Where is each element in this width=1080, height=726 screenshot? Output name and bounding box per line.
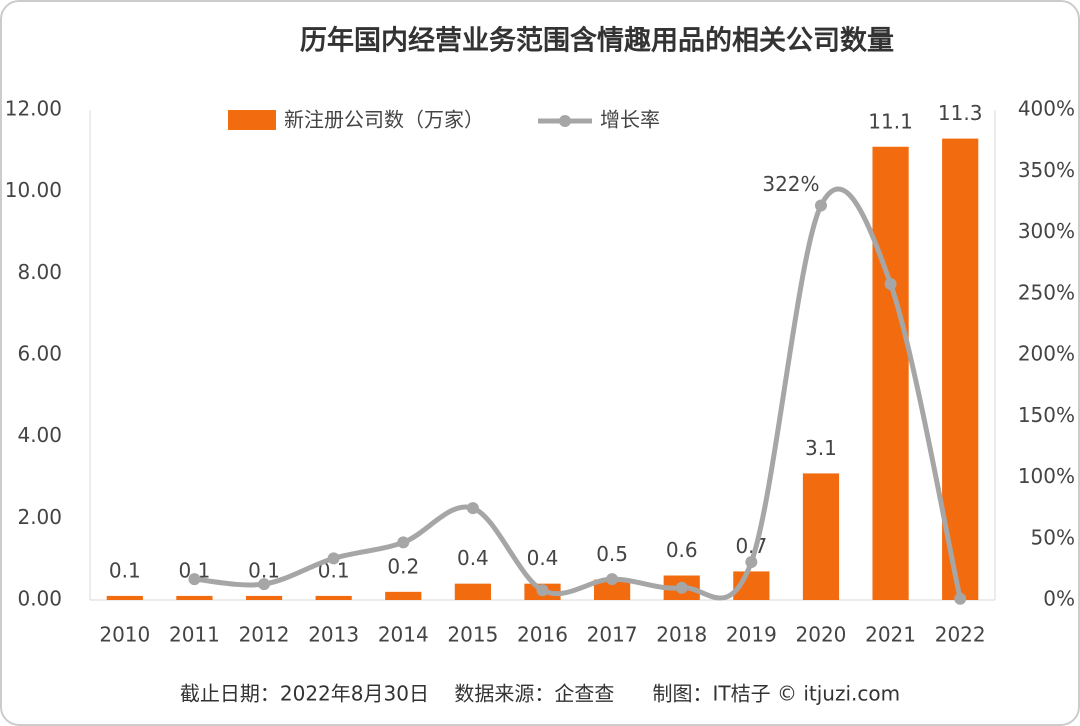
x-tick-label: 2013 <box>308 623 359 647</box>
data-label: 11.1 <box>868 109 913 133</box>
y-tick-label: 12.00 <box>5 97 62 121</box>
y2-tick-label: 350% <box>1018 158 1075 182</box>
data-label: 0.1 <box>109 558 141 582</box>
data-label: 0.6 <box>666 538 698 562</box>
bar <box>176 595 213 600</box>
data-label: 0.2 <box>387 554 419 578</box>
x-tick-label: 2021 <box>865 623 916 647</box>
bar <box>454 583 491 600</box>
y2-tick-label: 200% <box>1018 342 1075 366</box>
bar <box>315 595 352 600</box>
data-label: 0.4 <box>527 546 559 570</box>
x-tick-label: 2011 <box>169 623 220 647</box>
chart-title: 历年国内经营业务范围含情趣用品的相关公司数量 <box>300 25 894 57</box>
line-marker <box>675 581 688 594</box>
y-tick-label: 10.00 <box>5 178 62 202</box>
y2-tick-label: 250% <box>1018 280 1075 304</box>
x-tick-label: 2016 <box>517 623 568 647</box>
y2-tick-label: 100% <box>1018 464 1075 488</box>
line-marker <box>188 573 201 586</box>
bar <box>106 595 143 600</box>
data-label: 0.5 <box>596 542 628 566</box>
bar <box>594 579 631 600</box>
line-label: 322% <box>762 172 819 196</box>
line-marker <box>606 573 619 586</box>
data-label: 0.4 <box>457 546 489 570</box>
x-tick-label: 2017 <box>587 623 638 647</box>
bar <box>245 595 283 600</box>
line-marker <box>745 556 758 569</box>
x-tick-label: 2010 <box>99 623 150 647</box>
x-tick-label: 2020 <box>796 623 847 647</box>
x-tick-label: 2015 <box>447 623 498 647</box>
line-marker <box>397 536 410 549</box>
y2-tick-label: 150% <box>1018 403 1075 427</box>
line-marker <box>466 502 479 515</box>
y2-tick-label: 0% <box>1043 587 1075 611</box>
y2-tick-label: 400% <box>1018 97 1075 121</box>
legend-swatch <box>228 110 276 130</box>
y-tick-label: 8.00 <box>17 260 62 284</box>
y-tick-label: 2.00 <box>17 505 62 529</box>
line-marker <box>954 592 967 605</box>
line-marker <box>814 199 827 212</box>
x-tick-label: 2014 <box>378 623 429 647</box>
data-label: 3.1 <box>805 436 837 460</box>
x-tick-label: 2012 <box>239 623 290 647</box>
data-label: 11.3 <box>938 101 983 125</box>
data-label: 0.7 <box>735 534 767 558</box>
y-tick-label: 4.00 <box>17 423 62 447</box>
line-marker <box>258 578 271 591</box>
y2-tick-label: 300% <box>1018 219 1075 243</box>
bar <box>385 591 422 600</box>
y-tick-label: 0.00 <box>17 587 62 611</box>
y-tick-label: 6.00 <box>17 342 62 366</box>
x-tick-label: 2022 <box>935 623 986 647</box>
line-marker <box>536 584 549 597</box>
y2-tick-label: 50% <box>1031 525 1075 549</box>
bar <box>942 138 979 601</box>
legend-label: 增长率 <box>600 108 660 132</box>
x-tick-label: 2018 <box>656 623 707 647</box>
legend-label: 新注册公司数（万家） <box>284 108 484 132</box>
footer: 截止日期：2022年8月30日 数据来源：企查查 制图：IT桔子 © itjuz… <box>180 682 900 706</box>
x-tick-label: 2019 <box>726 623 777 647</box>
line <box>194 186 963 601</box>
bar <box>802 473 840 600</box>
line-marker <box>884 277 897 290</box>
bar <box>872 146 909 600</box>
line-marker <box>327 552 340 565</box>
legend-swatch <box>559 115 571 127</box>
